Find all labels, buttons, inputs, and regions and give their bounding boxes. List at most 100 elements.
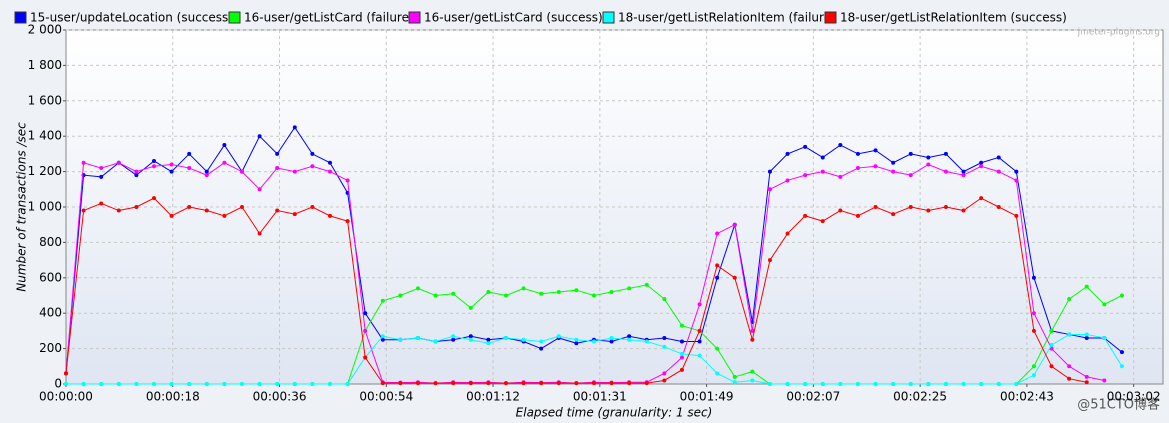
data-point (1102, 302, 1107, 307)
data-point (239, 382, 244, 386)
data-point (732, 222, 737, 227)
data-point (1084, 332, 1089, 337)
data-point (134, 173, 139, 178)
data-point (591, 339, 596, 344)
data-point (855, 151, 860, 156)
data-point (539, 291, 544, 296)
data-point (591, 293, 596, 298)
data-point (926, 162, 931, 167)
data-point (539, 339, 544, 344)
data-point (803, 213, 808, 218)
data-point (767, 169, 772, 174)
data-point (327, 213, 332, 218)
data-point (556, 289, 561, 294)
data-point (257, 134, 262, 139)
data-point (697, 339, 702, 344)
data-point (1084, 374, 1089, 379)
data-point (715, 231, 720, 236)
data-point (662, 297, 667, 302)
data-point (468, 381, 473, 386)
data-point (81, 382, 86, 386)
data-point (979, 382, 984, 386)
data-point (891, 212, 896, 217)
data-point (891, 169, 896, 174)
data-point (574, 341, 579, 346)
data-point (539, 381, 544, 386)
data-point (838, 382, 843, 386)
data-point (979, 196, 984, 201)
data-point (803, 173, 808, 178)
data-point (662, 335, 667, 340)
data-point (679, 351, 684, 356)
data-point (943, 382, 948, 386)
data-point (292, 169, 297, 174)
data-point (574, 288, 579, 293)
data-point (926, 382, 931, 386)
data-point (222, 213, 227, 218)
data-point (732, 275, 737, 280)
x-tick-label: 00:02:43 (1000, 390, 1054, 404)
data-point (785, 151, 790, 156)
data-point (1031, 311, 1036, 316)
x-tick-label: 00:02:07 (786, 390, 840, 404)
data-point (926, 208, 931, 213)
legend-swatch (408, 11, 421, 24)
legend-label: 15-user/updateLocation (success) (30, 11, 233, 25)
data-point (627, 337, 632, 342)
data-point (503, 381, 508, 386)
data-point (750, 369, 755, 374)
data-point (609, 335, 614, 340)
data-point (662, 378, 667, 383)
data-point (64, 382, 68, 386)
data-point (750, 337, 755, 342)
data-point (644, 381, 649, 386)
x-tick-label: 00:00:36 (253, 390, 307, 404)
data-point (257, 231, 262, 236)
data-point (310, 164, 315, 169)
data-point (785, 231, 790, 236)
data-point (785, 382, 790, 386)
data-point (275, 151, 280, 156)
data-point (1067, 376, 1072, 381)
data-point (486, 341, 491, 346)
data-point (627, 381, 632, 386)
data-point (996, 382, 1001, 386)
y-tick-label: 200 (39, 341, 62, 355)
data-point (310, 151, 315, 156)
data-point (468, 337, 473, 342)
data-point (785, 178, 790, 183)
data-point (609, 339, 614, 344)
data-point (134, 382, 139, 386)
data-point (99, 382, 104, 386)
data-point (820, 155, 825, 160)
x-tick-label: 00:00:00 (39, 390, 93, 404)
data-point (539, 346, 544, 351)
data-point (644, 282, 649, 287)
x-tick-label: 00:00:54 (359, 390, 413, 404)
data-point (1014, 178, 1019, 183)
legend-label: 16-user/getListCard (success) (424, 11, 603, 25)
data-point (345, 382, 350, 386)
data-point (820, 169, 825, 174)
data-point (398, 337, 403, 342)
data-point (1049, 328, 1054, 333)
data-point (257, 382, 262, 386)
data-point (239, 169, 244, 174)
data-point (151, 164, 156, 169)
data-point (275, 382, 280, 386)
y-tick-label: 800 (39, 235, 62, 249)
y-tick-label: 1 400 (28, 129, 62, 143)
data-point (838, 174, 843, 179)
data-point (750, 378, 755, 383)
data-point (838, 208, 843, 213)
data-point (187, 382, 192, 386)
data-point (943, 169, 948, 174)
data-point (1084, 284, 1089, 289)
data-point (1014, 213, 1019, 218)
y-tick-label: 0 (54, 377, 62, 391)
x-tick-label: 00:02:25 (893, 390, 947, 404)
data-point (292, 212, 297, 217)
data-point (204, 173, 209, 178)
data-point (715, 371, 720, 376)
data-point (943, 205, 948, 209)
